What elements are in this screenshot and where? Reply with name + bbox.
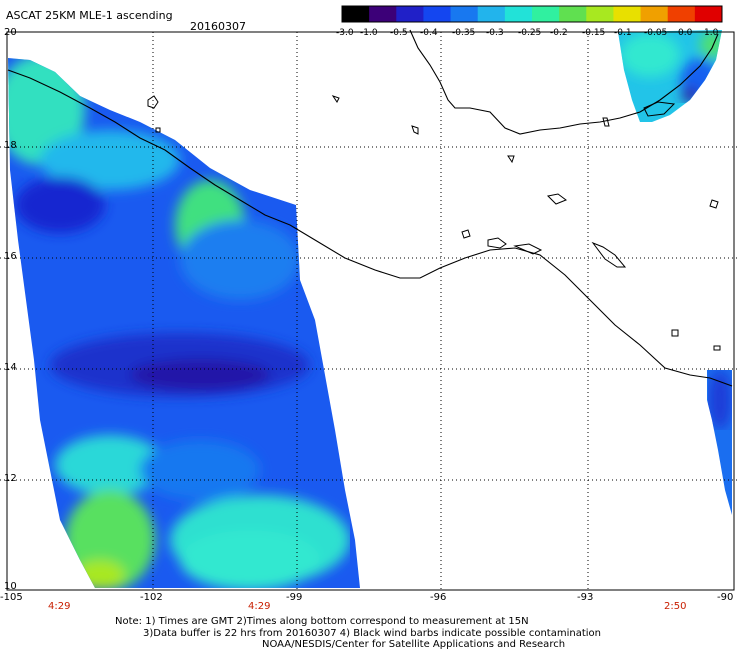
- lon-label-99: -99: [286, 592, 303, 603]
- lat-label-12: 12: [4, 473, 17, 484]
- colorbar-swatch: [640, 6, 669, 22]
- map-title: ASCAT 25KM MLE-1 ascending: [6, 9, 173, 22]
- colorbar-label: -0.05: [644, 28, 668, 38]
- colorbar-swatch: [694, 6, 723, 22]
- lon-label-102: -102: [140, 592, 163, 603]
- colorbar-label: 0.0: [678, 28, 693, 38]
- colorbar-label: -1.0: [360, 28, 378, 38]
- time-label-west: 4:29: [48, 601, 71, 612]
- swath-gulf: [618, 30, 722, 122]
- lat-label-14: 14: [4, 362, 17, 373]
- lon-label-90: -90: [717, 592, 734, 603]
- footer-credit: NOAA/NESDIS/Center for Satellite Applica…: [262, 639, 566, 650]
- colorbar-label: 1.0: [704, 28, 719, 38]
- colorbar-frame: [341, 5, 723, 23]
- colorbar-label: -0.4: [420, 28, 438, 38]
- lat-label-16: 16: [4, 251, 17, 262]
- colorbar-label: -0.2: [550, 28, 568, 38]
- lat-label-18: 18: [4, 140, 17, 151]
- lon-label-93: -93: [577, 592, 594, 603]
- colorbar-swatch: [342, 6, 370, 22]
- swath-west: [8, 58, 360, 588]
- colorbar-swatch: [423, 6, 452, 22]
- colorbar-swatch: [450, 6, 479, 22]
- lon-label-105: -105: [0, 592, 23, 603]
- time-label-mid: 4:29: [248, 601, 271, 612]
- lon-label-96: -96: [430, 592, 447, 603]
- colorbar-label: -0.25: [518, 28, 542, 38]
- colorbar-label: -3.0: [336, 28, 354, 38]
- coastline-pacific: [7, 69, 733, 387]
- map-date: 20160307: [190, 20, 246, 33]
- footer-note-2: 3)Data buffer is 22 hrs from 20160307 4)…: [143, 628, 601, 639]
- colorbar-swatch: [532, 6, 560, 22]
- colorbar-label: -0.5: [390, 28, 408, 38]
- colorbar-swatch: [477, 6, 506, 22]
- coastline-gulf: [409, 29, 719, 135]
- footer-note-1: Note: 1) Times are GMT 2)Times along bot…: [115, 616, 529, 627]
- time-label-east: 2:50: [664, 601, 687, 612]
- colorbar-swatch: [396, 6, 424, 22]
- colorbar-swatch: [559, 6, 587, 22]
- lat-label-10: 10: [4, 581, 17, 592]
- map-frame: [6, 31, 735, 591]
- colorbar-label: -0.35: [452, 28, 476, 38]
- colorbar: [341, 5, 723, 23]
- colorbar-swatch: [613, 6, 642, 22]
- gridlines: [0, 32, 740, 590]
- colorbar-label: -0.1: [614, 28, 632, 38]
- colorbar-swatch: [586, 6, 614, 22]
- colorbar-swatch: [369, 6, 397, 22]
- colorbar-swatch: [504, 6, 533, 22]
- colorbar-label: -0.3: [486, 28, 504, 38]
- islands: [147, 95, 721, 351]
- colorbar-label: -0.15: [582, 28, 606, 38]
- lat-label-20: 20: [4, 27, 17, 38]
- colorbar-swatch: [667, 6, 696, 22]
